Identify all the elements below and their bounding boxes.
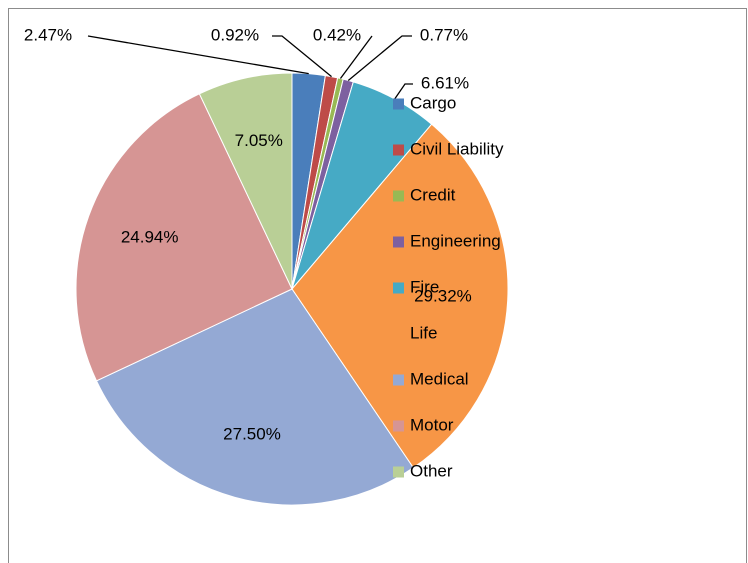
leader-line (272, 35, 332, 78)
data-label: 29.32% (414, 287, 472, 306)
pie-slice (95, 288, 414, 506)
legend-swatch (393, 236, 404, 248)
data-label: 0.77% (420, 25, 468, 44)
legend-swatch (393, 190, 404, 202)
legend-label: Fire (410, 277, 439, 296)
legend-label: Civil Liability (410, 139, 504, 158)
data-label: 24.94% (121, 227, 179, 246)
pie-slice (198, 72, 293, 290)
leader-line (339, 35, 373, 79)
leader-line (394, 83, 413, 100)
data-label: 0.42% (313, 25, 361, 44)
legend-label: Other (410, 461, 453, 480)
legend-label: Cargo (410, 93, 456, 112)
legend-label: Engineering (410, 231, 501, 250)
legend-swatch (393, 144, 404, 156)
legend-swatch (393, 98, 404, 110)
pie-slice (291, 123, 509, 469)
legend-swatch (393, 282, 404, 294)
data-label: 0.92% (211, 25, 259, 44)
data-label: 7.05% (235, 131, 283, 150)
legend-label: Life (410, 323, 437, 342)
leader-line (347, 35, 412, 81)
legend-swatch (393, 420, 404, 432)
legend-label: Credit (410, 185, 456, 204)
legend-swatch (393, 328, 404, 340)
legend-swatch (393, 374, 404, 386)
legend-label: Medical (410, 369, 469, 388)
data-label: 6.61% (421, 73, 469, 92)
pie-slice (75, 93, 293, 382)
legend-label: Motor (410, 415, 454, 434)
data-label: 27.50% (223, 424, 281, 443)
leader-line (87, 35, 309, 75)
legend-swatch (393, 466, 404, 478)
data-label: 2.47% (24, 25, 72, 44)
